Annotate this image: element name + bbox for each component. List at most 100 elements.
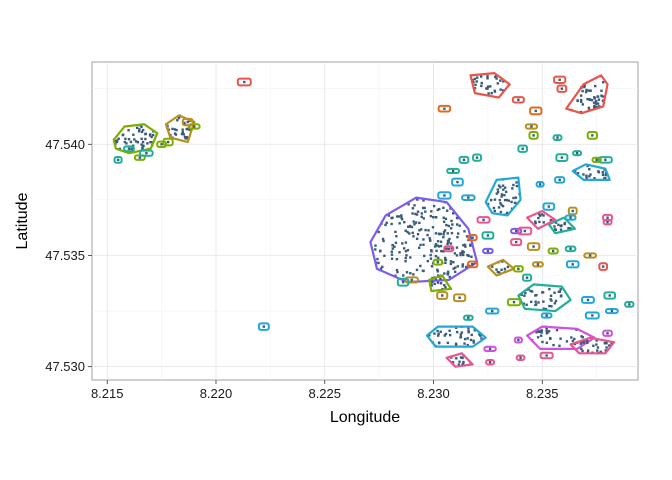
data-point [487, 92, 490, 95]
data-point [472, 339, 475, 343]
data-point [461, 251, 464, 255]
data-point [448, 329, 451, 332]
data-point [402, 247, 406, 250]
data-point [550, 299, 553, 302]
cluster-hull [604, 307, 619, 315]
cluster-hull [525, 209, 557, 230]
data-point [394, 241, 398, 245]
data-point [466, 253, 469, 257]
data-point [553, 302, 557, 305]
y-axis-title: Latitude [14, 192, 31, 249]
data-point [500, 195, 503, 198]
data-point [610, 342, 613, 345]
data-point [188, 128, 191, 132]
data-point [470, 333, 473, 337]
data-point [449, 227, 453, 230]
data-point [589, 173, 592, 176]
data-point [456, 180, 459, 184]
data-point [137, 130, 141, 133]
data-point [455, 357, 458, 360]
data-point [476, 76, 479, 79]
data-point [581, 89, 584, 93]
data-point [595, 343, 598, 346]
data-point [505, 211, 509, 215]
data-point [450, 231, 454, 235]
cluster-hull [425, 325, 487, 348]
data-point [478, 333, 481, 336]
data-point [490, 91, 493, 95]
data-point [404, 229, 407, 232]
data-point [428, 237, 431, 240]
data-point [504, 190, 508, 194]
data-point [486, 202, 490, 206]
data-point [444, 217, 448, 221]
data-point [456, 232, 460, 235]
data-point [525, 276, 529, 279]
data-point [467, 316, 470, 319]
data-point [421, 269, 425, 273]
small-cluster [187, 123, 201, 130]
small-cluster [446, 167, 461, 174]
data-point [115, 140, 118, 144]
data-point [116, 139, 119, 142]
data-point [403, 220, 406, 224]
data-point [416, 210, 420, 213]
data-point [549, 294, 553, 297]
cluster [428, 274, 453, 293]
data-point [442, 230, 446, 234]
data-point [495, 77, 498, 80]
data-point [437, 245, 441, 248]
cluster-hull [565, 74, 609, 115]
data-point [505, 198, 509, 202]
data-point [385, 221, 388, 225]
data-point [434, 232, 438, 235]
data-point [145, 151, 148, 155]
data-point [430, 265, 434, 268]
data-point [628, 303, 631, 306]
data-point [441, 294, 444, 297]
data-point [547, 330, 551, 333]
data-point [458, 296, 461, 299]
data-point [496, 191, 500, 194]
data-point [545, 314, 548, 317]
data-point [606, 216, 609, 219]
data-point [454, 266, 457, 269]
data-point [601, 265, 605, 268]
data-point [401, 242, 404, 245]
data-point [123, 140, 127, 144]
data-point [601, 171, 605, 174]
data-point [448, 275, 451, 279]
data-point [519, 356, 522, 359]
data-point [522, 302, 525, 305]
data-point [398, 222, 401, 225]
data-point [409, 272, 412, 275]
small-cluster [555, 153, 569, 162]
data-point [576, 172, 580, 175]
data-point [435, 249, 438, 253]
small-cluster [437, 104, 452, 113]
cluster-hull [467, 260, 479, 269]
data-point [545, 341, 549, 344]
data-point [395, 257, 399, 261]
data-point [439, 240, 443, 243]
data-point [381, 237, 385, 241]
small-cluster [139, 149, 154, 157]
data-point [439, 232, 442, 236]
data-point [586, 349, 590, 352]
singleton-layer [113, 75, 635, 366]
cluster-hull [569, 336, 616, 355]
data-point [434, 245, 437, 248]
cluster-hull [540, 312, 553, 319]
data-point [457, 363, 461, 366]
data-point [492, 206, 496, 210]
data-point [521, 147, 524, 150]
data-point [524, 291, 527, 295]
data-point [447, 224, 450, 228]
data-point [439, 244, 443, 248]
data-point [150, 135, 153, 139]
data-point [490, 198, 493, 202]
cluster-hull [567, 206, 578, 216]
data-point [549, 337, 552, 341]
data-point [463, 337, 467, 341]
data-point [442, 220, 446, 223]
